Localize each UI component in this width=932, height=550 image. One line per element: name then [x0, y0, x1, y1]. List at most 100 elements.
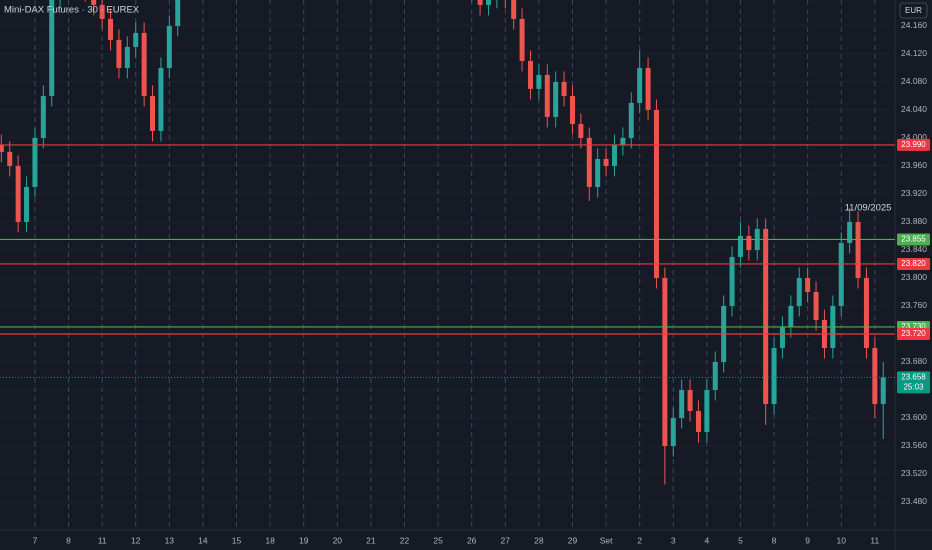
candle-body — [788, 305, 794, 327]
candle-body — [24, 186, 30, 222]
candle-body — [544, 74, 550, 117]
candle-body — [880, 377, 886, 404]
x-tick-label: 13 — [165, 535, 175, 545]
candle-body — [847, 221, 853, 243]
x-tick-label: 21 — [366, 535, 376, 545]
x-tick-label: 28 — [534, 535, 544, 545]
candle-body — [561, 81, 567, 96]
candle-body — [536, 74, 542, 89]
x-tick-label: 11 — [98, 535, 107, 545]
y-tick-label: 23.520 — [901, 468, 927, 478]
x-tick-label: 20 — [333, 535, 343, 545]
candle-body — [99, 4, 105, 19]
x-tick-label: 8 — [772, 535, 777, 545]
x-tick-label: 12 — [131, 535, 141, 545]
currency-box[interactable] — [899, 2, 928, 19]
candle-body — [779, 326, 785, 348]
overlay: 24.160 24.120 24.080 24.040 24.000 23.960 23.9… — [33, 20, 930, 545]
x-tick-label: 18 — [265, 535, 275, 545]
y-tick-label: 23.480 — [901, 496, 927, 506]
candle-body — [872, 347, 878, 404]
x-tick-label: 11 — [870, 535, 879, 545]
candle-body — [620, 137, 626, 145]
x-tick-label: Set — [600, 535, 613, 545]
candle-body — [553, 81, 559, 117]
x-tick-label: 29 — [568, 535, 578, 545]
candle-body — [108, 18, 114, 40]
candle-body — [838, 242, 844, 306]
x-tick-label: 25 — [433, 535, 443, 545]
candle-body — [863, 277, 869, 348]
candle-body — [687, 389, 693, 411]
candle-body — [679, 389, 685, 418]
x-tick-label: 7 — [33, 535, 38, 545]
candle-body — [855, 221, 861, 278]
candle-body — [40, 95, 46, 138]
candle-body — [603, 158, 609, 166]
candle-body — [578, 123, 584, 138]
candle-body — [796, 277, 802, 306]
candle-body — [771, 347, 777, 404]
candle-body — [628, 102, 634, 138]
countdown: 25:03 — [903, 382, 924, 391]
candle-body — [746, 235, 752, 250]
level-label-box — [897, 138, 930, 151]
candle-body — [91, 0, 97, 5]
candle-body — [586, 137, 592, 187]
candle-body — [141, 32, 147, 96]
candle-body — [805, 277, 811, 292]
candle-body — [611, 144, 617, 166]
y-tick-label: 23.600 — [901, 412, 927, 422]
level-label: 23.855 — [901, 235, 926, 244]
annotation: 11/09/2025 — [845, 203, 892, 214]
y-tick-label: 23.920 — [901, 188, 927, 198]
x-tick-label: 27 — [501, 535, 511, 545]
candle-body — [569, 95, 575, 124]
x-tick-label: 5 — [738, 535, 743, 545]
x-tick-label: 9 — [805, 535, 810, 545]
plot — [0, 0, 895, 485]
candle-body — [645, 67, 651, 110]
candle-body — [116, 39, 122, 68]
x-tick-label: 22 — [400, 535, 410, 545]
candle-body — [813, 291, 819, 320]
candle-body — [763, 228, 769, 404]
candle-body — [729, 256, 735, 306]
y-tick-label: 24.040 — [901, 104, 927, 114]
candle-body — [695, 410, 701, 432]
last-price-label: 23.658 — [901, 372, 926, 381]
level-label: 23.820 — [901, 259, 926, 268]
candle-body — [670, 417, 676, 446]
y-tick-label: 23.840 — [901, 244, 927, 254]
candle-body — [175, 0, 181, 26]
candle-body — [124, 46, 130, 68]
candle-body — [637, 67, 643, 103]
level-label-box — [897, 233, 930, 246]
x-tick-label: 14 — [198, 535, 208, 545]
x-tick-label: 15 — [232, 535, 242, 545]
candle-body — [0, 144, 4, 152]
y-tick-label: 23.560 — [901, 440, 927, 450]
candle-body — [133, 32, 139, 47]
candle-body — [511, 0, 517, 19]
candle-body — [653, 109, 659, 278]
y-tick-label: 24.120 — [901, 48, 927, 58]
candle-body — [712, 361, 718, 390]
candle-body — [15, 165, 21, 222]
level-label-box — [897, 327, 930, 340]
candle-body — [477, 0, 483, 5]
level-label-box — [897, 257, 930, 270]
level-label: 23.990 — [901, 140, 926, 149]
y-tick-label: 23.680 — [901, 356, 927, 366]
level-label: 23.730 — [901, 322, 926, 331]
y-tick-label: 23.880 — [901, 216, 927, 226]
y-tick-label: 23.760 — [901, 300, 927, 310]
currency[interactable]: EUR — [905, 6, 922, 15]
candle-body — [7, 151, 13, 166]
candle-body — [662, 277, 668, 446]
candle-body — [150, 95, 156, 131]
candle-body — [166, 25, 172, 68]
